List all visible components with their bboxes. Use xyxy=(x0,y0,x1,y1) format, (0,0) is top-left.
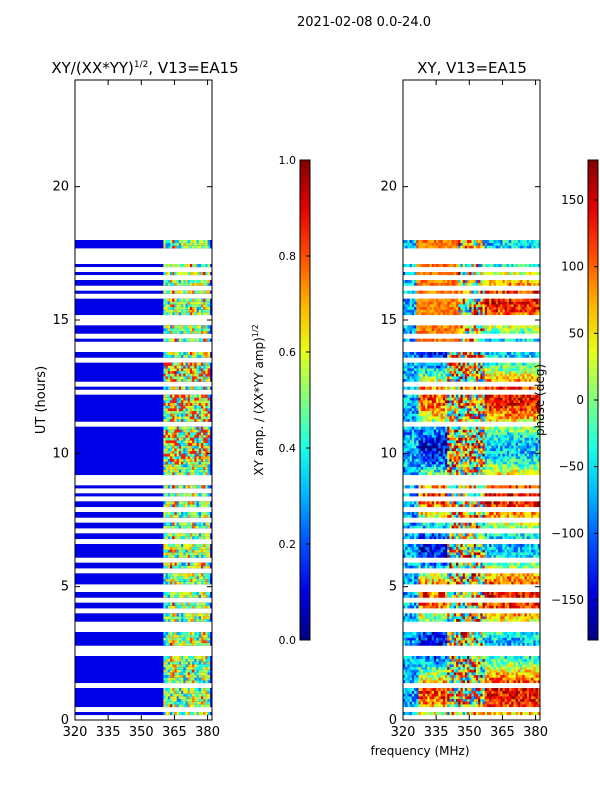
colorbar-tick-label: −50 xyxy=(559,460,584,474)
colorbar-tick-label: −150 xyxy=(551,593,584,607)
phase-heatmap xyxy=(403,240,540,715)
colorbar-tick-label: 0.6 xyxy=(279,346,297,359)
colorbar-tick-label: 0.8 xyxy=(279,250,297,263)
y-axis-label: UT (hours) xyxy=(34,366,49,434)
colorbar-tick-label: 0.0 xyxy=(279,634,297,647)
x-tick-label: 350 xyxy=(129,725,154,740)
y-tick-label: 10 xyxy=(52,446,69,461)
colorbar-tick-label: 0.2 xyxy=(279,538,297,551)
colorbar-tick-label: 0.4 xyxy=(279,442,297,455)
amplitude-panel-title: XY/(XX*YY)1/2, V13=EA15 xyxy=(51,59,238,77)
phase-panel-title: XY, V13=EA15 xyxy=(417,59,527,77)
amplitude-colorbar-gradient xyxy=(300,160,310,640)
x-tick-label: 365 xyxy=(162,725,187,740)
y-tick-label: 0 xyxy=(389,713,397,728)
x-tick-label: 380 xyxy=(523,725,548,740)
amplitude-colorbar-label: XY amp. / (XX*YY amp)1/2 xyxy=(251,324,266,475)
colorbar-tick-label: 0 xyxy=(576,393,584,407)
phase-colorbar: 150 100 50 0 −50 −100 −150 phase (deg) xyxy=(533,160,598,640)
x-tick-label: 335 xyxy=(96,725,121,740)
x-axis-label: frequency (MHz) xyxy=(370,744,469,758)
figure-title: 2021-02-08 0.0-24.0 xyxy=(297,15,431,30)
colorbar-tick-label: 1.0 xyxy=(279,154,297,167)
colorbar-tick-label: 50 xyxy=(569,326,584,340)
y-tick-label: 10 xyxy=(380,446,397,461)
y-tick-label: 15 xyxy=(380,313,397,328)
y-tick-label: 20 xyxy=(380,180,397,195)
x-tick-label: 350 xyxy=(457,725,482,740)
x-tick-label: 335 xyxy=(424,725,449,740)
colorbar-tick-label: −100 xyxy=(551,526,584,540)
y-tick-label: 15 xyxy=(52,313,69,328)
x-tick-label: 365 xyxy=(490,725,515,740)
colorbar-tick-label: 150 xyxy=(561,193,584,207)
x-tick-label: 380 xyxy=(195,725,220,740)
y-tick-label: 0 xyxy=(61,713,69,728)
y-tick-label: 20 xyxy=(52,180,69,195)
y-tick-label: 5 xyxy=(389,580,397,595)
phase-colorbar-label: phase (deg) xyxy=(533,364,547,436)
colorbar-tick-label: 100 xyxy=(561,260,584,274)
amplitude-heatmap xyxy=(75,240,212,715)
y-tick-label: 5 xyxy=(61,580,69,595)
amplitude-colorbar: 0.0 0.2 0.4 0.6 0.8 1.0 XY amp. / (XX*YY amp)… xyxy=(251,154,310,647)
